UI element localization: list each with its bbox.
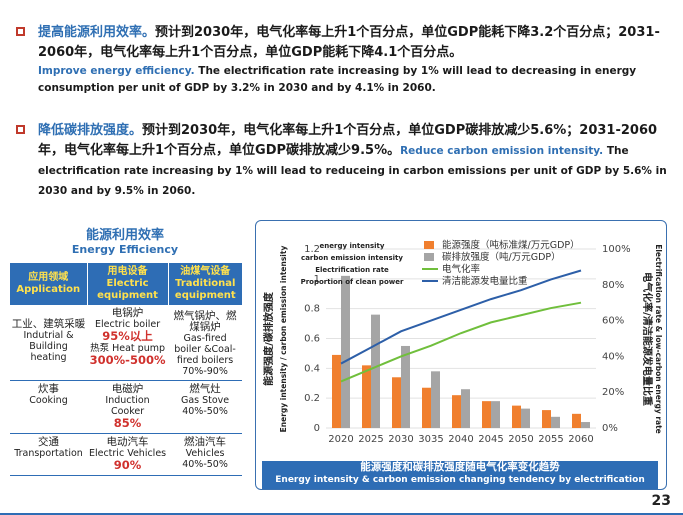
bar-energy-intensity xyxy=(332,354,341,428)
bottom-rule xyxy=(0,513,683,515)
x-tick-label: 2045 xyxy=(478,434,503,445)
cell-application: 工业、建筑采暖 Indutrial & Building heating xyxy=(10,305,88,381)
x-tick-label: 2025 xyxy=(358,434,383,445)
bar-energy-intensity xyxy=(362,365,371,428)
x-tick-label: 2055 xyxy=(538,434,563,445)
x-tick-label: 2050 xyxy=(508,434,533,445)
legend-entry-en: carbon emission intensity xyxy=(301,254,403,262)
bar-energy-intensity xyxy=(452,395,461,428)
header-traditional: 油煤气设备 Traditional equipment xyxy=(168,263,242,305)
bar-carbon-intensity xyxy=(491,401,500,428)
bullet-head-zh: 提高能源利用效率。 xyxy=(38,25,156,40)
bullet-carbon-intensity: 降低碳排放强度。预计到2030年，电气化率每上升1个百分点，单位GDP碳排放减少… xyxy=(16,121,674,201)
bar-energy-intensity xyxy=(542,410,551,428)
right-tick-label: 100% xyxy=(602,244,631,255)
bullet-head-zh: 降低碳排放强度。 xyxy=(38,123,143,138)
bar-carbon-intensity xyxy=(521,408,530,428)
bar-carbon-intensity xyxy=(581,422,590,428)
right-tick-label: 0% xyxy=(602,423,618,434)
left-tick-label: 0.8 xyxy=(304,304,320,315)
legend-entry-en: Proportion of clean power xyxy=(301,278,404,286)
cell-electric: 电锅炉 Electric boiler 95%以上 热泵 Heat pump 3… xyxy=(87,305,169,381)
table-row: 工业、建筑采暖 Indutrial & Building heating 电锅炉 … xyxy=(10,305,242,381)
x-tick-label: 3035 xyxy=(418,434,443,445)
bar-carbon-intensity xyxy=(431,371,440,428)
bullet-head-en: Improve energy efficiency. xyxy=(38,65,195,77)
caption-zh: 能源强度和碳排放强度随电气化率变化趋势 xyxy=(360,461,560,473)
cell-traditional: 燃气锅炉、燃煤锅炉 Gas-fired boiler &Coal-fired b… xyxy=(168,305,242,381)
left-tick-label: 0.6 xyxy=(304,334,320,345)
legend-entry: 能源强度（吨标准煤/万元GDP） xyxy=(442,239,580,251)
bar-carbon-intensity xyxy=(461,389,470,428)
bar-carbon-intensity xyxy=(341,275,350,428)
chart-frame: 0 0.2 0.4 0.6 0.8 1 1.2 0% 20% 40% 60% 80% 100% 2020 2… xyxy=(255,220,667,490)
x-tick-label: 2040 xyxy=(448,434,473,445)
x-tick-label: 2020 xyxy=(328,434,353,445)
y-right-label-en: Electrification rate & low-carbon energy… xyxy=(654,244,663,434)
line-clean-power xyxy=(340,269,582,365)
table-row: 炊事 Cooking 电磁炉 Induction Cooker 85% 燃气灶 Gas … xyxy=(10,380,242,434)
bullet-energy-efficiency: 提高能源利用效率。预计到2030年，电气化率每上升1个百分点，单位GDP能耗下降… xyxy=(16,23,674,97)
bar-energy-intensity xyxy=(512,405,521,428)
bullet-marker xyxy=(16,125,25,134)
left-tick-label: 1 xyxy=(314,274,320,285)
bullet-english: Improve energy efficiency. The electrifi… xyxy=(38,63,674,97)
efficiency-title-en: Energy Efficiency xyxy=(71,243,179,256)
cell-electric: 电动汽车 Electric Vehicles 90% xyxy=(87,433,169,476)
bar-carbon-intensity xyxy=(401,345,410,428)
bullet-marker xyxy=(16,27,25,36)
y-right-label-zh: 电气化率/清洁能源发电量比重 xyxy=(641,272,654,406)
left-tick-label: 0.2 xyxy=(304,393,320,404)
table-header-row: 应用领域 Application 用电设备 Electric equipment 油… xyxy=(10,263,242,305)
bullet-body-en: The electrification rate increasing by 1… xyxy=(38,145,667,197)
x-tick-label: 2060 xyxy=(568,434,593,445)
bar-carbon-intensity xyxy=(551,416,560,428)
right-tick-label: 20% xyxy=(602,387,624,398)
legend-entry: 电气化率 xyxy=(442,263,481,275)
legend-entry-en: energy intensity xyxy=(320,242,385,250)
y-left-label-en: Energy intensity / carbon emission inten… xyxy=(279,246,288,433)
y-left-label-zh: 能源强度/碳排放强度 xyxy=(262,291,275,386)
chart-caption: 能源强度和碳排放强度随电气化率变化趋势 Energy intensity & c… xyxy=(262,461,658,489)
left-tick-label: 1.2 xyxy=(304,244,320,255)
efficiency-title-zh: 能源利用效率 xyxy=(85,228,164,243)
line-electrification-rate xyxy=(340,301,582,383)
cell-application: 炊事 Cooking xyxy=(10,380,88,434)
page-number: 23 xyxy=(651,493,671,509)
bullet-body-zh: 预计到2030年，电气化率每上升1个百分点，单位GDP能耗下降3.2个百分点；2… xyxy=(38,25,660,60)
legend-swatch xyxy=(424,253,434,261)
bar-carbon-intensity xyxy=(371,314,380,428)
bullet-body-en: The electrification rate increasing by 1… xyxy=(38,65,637,94)
header-application: 应用领域 Application xyxy=(10,263,88,305)
header-electric: 用电设备 Electric equipment xyxy=(87,263,169,305)
left-tick-label: 0.4 xyxy=(304,363,320,374)
bar-energy-intensity xyxy=(422,387,431,428)
cell-electric: 电磁炉 Induction Cooker 85% xyxy=(87,380,169,434)
cell-traditional: 燃气灶 Gas Stove 40%-50% xyxy=(168,380,242,434)
table-row: 交通 Transportation 电动汽车 Electric Vehicles 90… xyxy=(10,433,242,476)
cell-traditional: 燃油汽车 Vehicles 40%-50% xyxy=(168,433,242,476)
cell-application: 交通 Transportation xyxy=(10,433,88,476)
caption-en: Energy intensity & carbon emission chang… xyxy=(275,475,645,485)
bar-energy-intensity xyxy=(572,413,581,428)
legend-swatch xyxy=(424,241,434,249)
bar-energy-intensity xyxy=(482,401,491,428)
legend-entry-en: Electrification rate xyxy=(315,266,389,274)
right-tick-label: 60% xyxy=(602,316,624,327)
legend-entry: 碳排放强度（吨/万元GDP） xyxy=(442,251,561,263)
bullet-body-zh: 预计到2030年，电气化率每上升1个百分点，单位GDP碳排放减少5.6%；203… xyxy=(38,123,658,158)
efficiency-table: 应用领域 Application 用电设备 Electric equipment 油… xyxy=(10,263,242,476)
bar-energy-intensity xyxy=(392,377,401,428)
right-tick-label: 80% xyxy=(602,280,624,291)
right-tick-label: 40% xyxy=(602,351,624,362)
legend-entry: 清洁能源发电量比重 xyxy=(442,275,528,287)
chart-svg: 0 0.2 0.4 0.6 0.8 1 1.2 0% 20% 40% 60% 80% 100% 2020 2… xyxy=(262,239,663,445)
efficiency-title: 能源利用效率 Energy Efficiency xyxy=(10,224,240,256)
x-tick-label: 2030 xyxy=(388,434,413,445)
bullet-head-en: Reduce carbon emission intensity. xyxy=(400,145,604,157)
left-tick-label: 0 xyxy=(314,423,320,434)
